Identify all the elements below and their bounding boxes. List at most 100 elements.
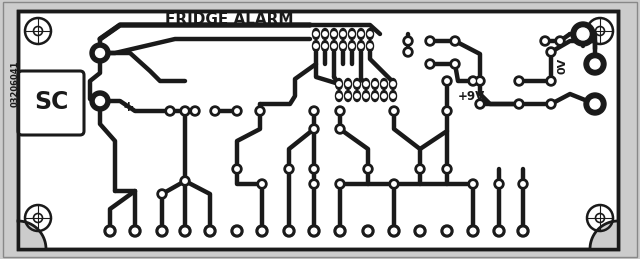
Circle shape — [190, 106, 200, 116]
Circle shape — [584, 53, 606, 75]
Circle shape — [232, 106, 242, 116]
Circle shape — [445, 167, 449, 171]
Circle shape — [468, 179, 478, 189]
Circle shape — [335, 179, 345, 189]
Circle shape — [518, 179, 528, 189]
Circle shape — [406, 50, 410, 54]
Circle shape — [388, 225, 400, 237]
Circle shape — [346, 82, 350, 86]
Text: 03206041: 03206041 — [10, 61, 19, 107]
Circle shape — [183, 109, 188, 113]
Circle shape — [425, 36, 435, 46]
Circle shape — [471, 79, 475, 83]
Circle shape — [470, 228, 476, 234]
Circle shape — [156, 225, 168, 237]
Circle shape — [494, 179, 504, 189]
Circle shape — [543, 39, 547, 43]
Circle shape — [403, 47, 413, 57]
Circle shape — [132, 228, 138, 234]
Circle shape — [441, 225, 453, 237]
Circle shape — [442, 106, 452, 116]
Circle shape — [165, 106, 175, 116]
Ellipse shape — [330, 28, 337, 40]
Circle shape — [520, 228, 526, 234]
Circle shape — [382, 94, 386, 98]
Circle shape — [521, 182, 525, 186]
Polygon shape — [590, 221, 618, 249]
Circle shape — [182, 228, 188, 234]
Circle shape — [389, 179, 399, 189]
Circle shape — [256, 225, 268, 237]
Circle shape — [335, 106, 345, 116]
Circle shape — [366, 167, 370, 171]
Circle shape — [382, 82, 386, 86]
Circle shape — [341, 44, 345, 48]
Circle shape — [309, 106, 319, 116]
Circle shape — [514, 76, 524, 86]
Circle shape — [314, 44, 318, 48]
Circle shape — [104, 225, 116, 237]
Circle shape — [168, 109, 172, 113]
Circle shape — [231, 225, 243, 237]
Circle shape — [95, 48, 104, 57]
Circle shape — [571, 22, 595, 46]
Ellipse shape — [353, 90, 360, 102]
Circle shape — [180, 106, 190, 116]
Circle shape — [284, 164, 294, 174]
Ellipse shape — [367, 40, 374, 52]
Circle shape — [558, 39, 562, 43]
Circle shape — [391, 82, 396, 86]
Ellipse shape — [362, 90, 369, 102]
Circle shape — [445, 79, 449, 83]
Circle shape — [548, 102, 553, 106]
Circle shape — [234, 228, 240, 234]
Ellipse shape — [344, 90, 351, 102]
Ellipse shape — [339, 28, 346, 40]
Circle shape — [312, 167, 316, 171]
Circle shape — [442, 76, 452, 86]
Ellipse shape — [371, 90, 378, 102]
Circle shape — [312, 182, 316, 186]
Circle shape — [453, 62, 457, 66]
Ellipse shape — [353, 78, 360, 90]
Circle shape — [497, 182, 501, 186]
Circle shape — [368, 32, 372, 36]
Ellipse shape — [321, 40, 328, 52]
Circle shape — [514, 99, 524, 109]
Circle shape — [493, 225, 505, 237]
Circle shape — [283, 225, 295, 237]
Circle shape — [475, 99, 485, 109]
Circle shape — [540, 36, 550, 46]
Circle shape — [468, 76, 478, 86]
Circle shape — [577, 28, 589, 40]
Circle shape — [232, 164, 242, 174]
Ellipse shape — [367, 28, 374, 40]
Circle shape — [90, 91, 110, 111]
Circle shape — [584, 93, 606, 115]
Circle shape — [334, 225, 346, 237]
Circle shape — [362, 225, 374, 237]
Circle shape — [338, 182, 342, 186]
Circle shape — [311, 228, 317, 234]
Circle shape — [389, 106, 399, 116]
Circle shape — [314, 32, 318, 36]
Circle shape — [391, 94, 396, 98]
Circle shape — [235, 109, 239, 113]
Circle shape — [180, 176, 190, 186]
Circle shape — [478, 79, 482, 83]
Circle shape — [259, 228, 265, 234]
Circle shape — [475, 76, 485, 86]
Circle shape — [428, 62, 432, 66]
Circle shape — [392, 109, 396, 113]
Circle shape — [95, 97, 104, 105]
Circle shape — [90, 43, 110, 63]
Ellipse shape — [390, 90, 397, 102]
Circle shape — [418, 167, 422, 171]
Ellipse shape — [312, 28, 319, 40]
Circle shape — [403, 36, 413, 46]
Ellipse shape — [349, 28, 355, 40]
Circle shape — [548, 50, 553, 54]
Circle shape — [287, 167, 291, 171]
Ellipse shape — [335, 90, 342, 102]
Circle shape — [260, 182, 264, 186]
